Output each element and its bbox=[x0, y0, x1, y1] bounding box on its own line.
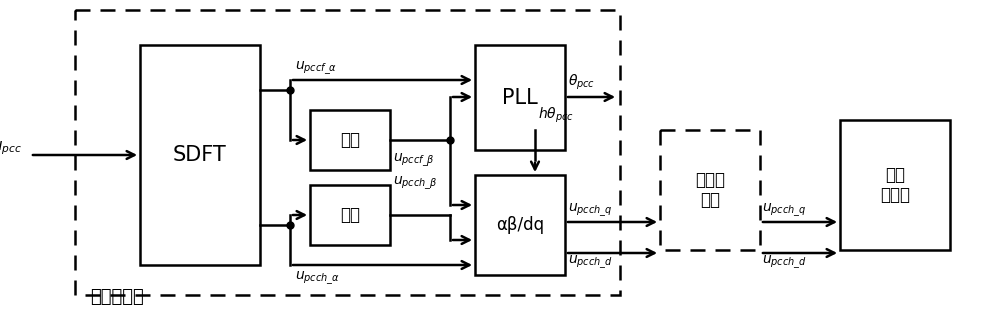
Text: $u_{pcch\_q}$: $u_{pcch\_q}$ bbox=[762, 201, 806, 219]
Text: $u_{pcch\_q}$: $u_{pcch\_q}$ bbox=[568, 201, 612, 219]
Text: 延时: 延时 bbox=[340, 206, 360, 224]
Bar bbox=[840, 120, 950, 250]
Text: $u_{pcc}$: $u_{pcc}$ bbox=[0, 139, 22, 157]
Text: 集中控制器: 集中控制器 bbox=[90, 288, 144, 306]
Text: PLL: PLL bbox=[502, 88, 538, 107]
Text: $u_{pcch\_\alpha}$: $u_{pcch\_\alpha}$ bbox=[295, 269, 340, 287]
Bar bbox=[475, 45, 565, 150]
Text: $u_{pccf\_\beta}$: $u_{pccf\_\beta}$ bbox=[393, 152, 435, 169]
Bar bbox=[140, 45, 260, 265]
Text: 低带宽
通信: 低带宽 通信 bbox=[695, 171, 725, 209]
Bar bbox=[75, 10, 620, 295]
Text: $u_{pccf\_\alpha}$: $u_{pccf\_\alpha}$ bbox=[295, 59, 337, 77]
Bar bbox=[475, 175, 565, 275]
Text: $h\theta_{pcc}$: $h\theta_{pcc}$ bbox=[538, 106, 574, 125]
Bar bbox=[310, 185, 390, 245]
Text: $\theta_{pcc}$: $\theta_{pcc}$ bbox=[568, 72, 595, 92]
Text: αβ/dq: αβ/dq bbox=[496, 216, 544, 234]
Text: SDFT: SDFT bbox=[173, 145, 227, 165]
Bar bbox=[660, 130, 760, 250]
Text: $u_{pcch\_\beta}$: $u_{pcch\_\beta}$ bbox=[393, 175, 438, 192]
Text: $u_{pcch\_d}$: $u_{pcch\_d}$ bbox=[762, 253, 807, 271]
Text: 延时: 延时 bbox=[340, 131, 360, 149]
Text: $u_{pcch\_d}$: $u_{pcch\_d}$ bbox=[568, 253, 613, 271]
Text: 本地
控制器: 本地 控制器 bbox=[880, 166, 910, 204]
Bar bbox=[310, 110, 390, 170]
